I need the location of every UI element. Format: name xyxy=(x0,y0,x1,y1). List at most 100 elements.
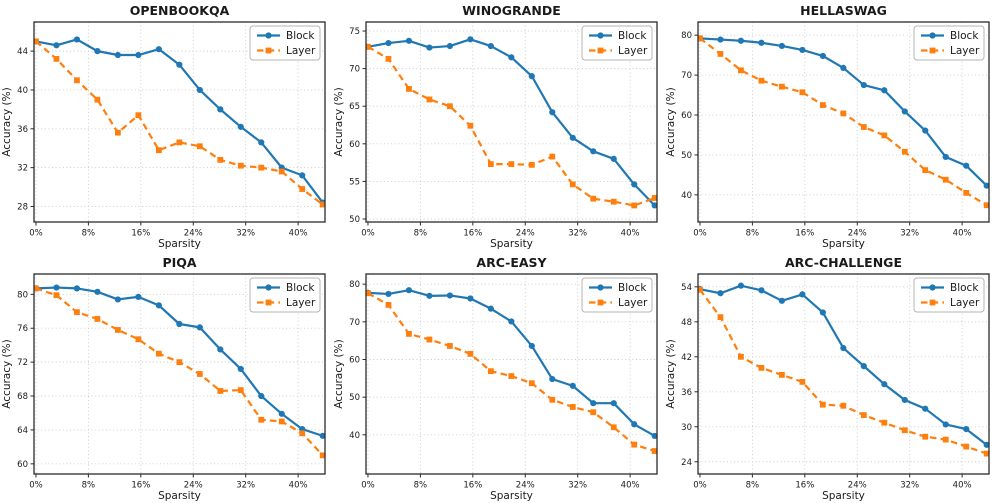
y-tick-label: 40 xyxy=(681,191,692,201)
data-point-square xyxy=(860,124,867,130)
x-tick-label: 40% xyxy=(953,480,972,490)
data-point-square xyxy=(508,372,515,379)
data-point-square xyxy=(114,129,121,136)
y-tick-label: 68 xyxy=(17,392,28,402)
y-tick-label: 65 xyxy=(349,102,360,112)
data-point-square xyxy=(610,423,617,430)
data-point-circle xyxy=(651,432,657,439)
y-axis-label: Accuracy (%) xyxy=(1,339,13,408)
chart-title: OPENBOOKQA xyxy=(130,3,230,18)
y-tick-label: 48 xyxy=(681,317,692,327)
series-markers-block xyxy=(34,283,325,439)
legend-label-block: Block xyxy=(950,30,979,42)
x-tick-label: 8% xyxy=(746,229,760,239)
y-axis: 40 50 60 70 80 xyxy=(349,280,366,440)
data-point-circle xyxy=(467,36,474,43)
y-tick-label: 70 xyxy=(349,65,360,75)
data-point-square xyxy=(196,143,203,150)
data-point-square xyxy=(446,103,453,110)
data-point-square xyxy=(528,379,535,386)
legend: Block Layer xyxy=(913,25,985,61)
data-point-circle xyxy=(569,382,576,389)
data-point-circle xyxy=(983,182,989,189)
data-point-square xyxy=(135,112,142,119)
x-axis: 0% 8% 16% 24% 32% 40% xyxy=(29,222,308,239)
legend-marker-circle xyxy=(929,283,936,291)
plot-border xyxy=(365,272,658,475)
data-point-square xyxy=(366,289,371,296)
chart-panel: 0% 8% 16% 24% 32% 40% 60 64 68 72 76 80 PIQA Sparsity… xyxy=(0,251,332,503)
data-point-square xyxy=(758,77,765,84)
y-tick-label: 42 xyxy=(681,352,692,362)
x-tick-label: 8% xyxy=(82,229,96,239)
legend: Block Layer xyxy=(913,277,985,312)
data-point-circle xyxy=(569,134,576,141)
data-point-circle xyxy=(258,392,265,399)
x-axis-label: Sparsity xyxy=(158,490,201,502)
data-point-square xyxy=(487,367,494,374)
y-tick-label: 50 xyxy=(349,215,360,225)
data-point-square xyxy=(135,335,142,342)
data-point-circle xyxy=(840,64,847,72)
chart-panel: 0% 8% 16% 24% 32% 40% 40 50 60 70 80 ARC-EASY Sparsi… xyxy=(332,251,664,503)
legend-label-block: Block xyxy=(286,282,315,294)
data-point-square xyxy=(258,164,265,171)
data-point-square xyxy=(738,353,744,360)
data-point-square xyxy=(237,162,244,169)
chart-title: WINOGRANDE xyxy=(462,3,560,18)
y-tick-label: 80 xyxy=(349,280,360,290)
data-point-circle xyxy=(881,380,888,387)
data-point-circle xyxy=(717,36,724,43)
data-point-circle xyxy=(467,294,474,302)
data-point-circle xyxy=(217,345,224,353)
series-markers-layer xyxy=(366,289,657,454)
x-tick-label: 24% xyxy=(184,480,203,490)
legend-label-block: Block xyxy=(286,30,315,42)
data-point-square xyxy=(963,443,970,449)
data-point-square xyxy=(528,161,535,168)
data-point-square xyxy=(698,286,703,293)
data-point-circle xyxy=(114,51,121,59)
data-point-square xyxy=(366,43,371,50)
data-point-circle xyxy=(94,48,101,55)
x-tick-label: 0% xyxy=(693,229,707,239)
legend: Block Layer xyxy=(581,277,653,312)
y-tick-label: 50 xyxy=(349,393,360,403)
data-point-circle xyxy=(196,86,203,94)
y-tick-label: 70 xyxy=(681,71,692,81)
x-tick-label: 32% xyxy=(568,480,587,490)
chart-title: HELLASWAG xyxy=(800,3,887,18)
data-point-square xyxy=(426,336,433,342)
data-point-circle xyxy=(94,288,101,295)
x-tick-label: 16% xyxy=(795,229,814,239)
data-point-circle xyxy=(196,323,203,330)
data-point-square xyxy=(698,35,703,42)
data-point-square xyxy=(299,186,306,192)
y-tick-label: 28 xyxy=(17,202,28,212)
x-tick-label: 24% xyxy=(516,480,535,490)
y-axis: 50 55 60 65 70 75 xyxy=(349,27,366,225)
y-axis-label: Accuracy (%) xyxy=(333,87,345,156)
y-axis-label: Accuracy (%) xyxy=(665,339,677,408)
legend-label-block: Block xyxy=(950,282,979,294)
data-point-circle xyxy=(631,420,638,427)
data-point-square xyxy=(881,132,888,139)
data-point-square xyxy=(901,426,908,433)
data-point-square xyxy=(385,301,392,308)
data-point-square xyxy=(983,202,989,209)
data-point-square xyxy=(651,195,657,201)
data-point-circle xyxy=(237,365,244,372)
data-point-circle xyxy=(135,293,142,300)
legend-marker-square xyxy=(597,299,604,305)
data-point-square xyxy=(819,102,826,108)
series-line-layer xyxy=(35,40,324,206)
series-markers-block xyxy=(698,282,989,448)
y-axis: 24 30 36 42 48 54 xyxy=(681,282,698,467)
x-tick-label: 32% xyxy=(236,229,255,239)
series-block xyxy=(366,36,657,209)
data-point-square xyxy=(717,313,724,320)
plot-border xyxy=(365,21,658,223)
data-point-square xyxy=(901,148,908,155)
x-tick-label: 40% xyxy=(289,480,308,490)
data-point-square xyxy=(34,38,39,45)
